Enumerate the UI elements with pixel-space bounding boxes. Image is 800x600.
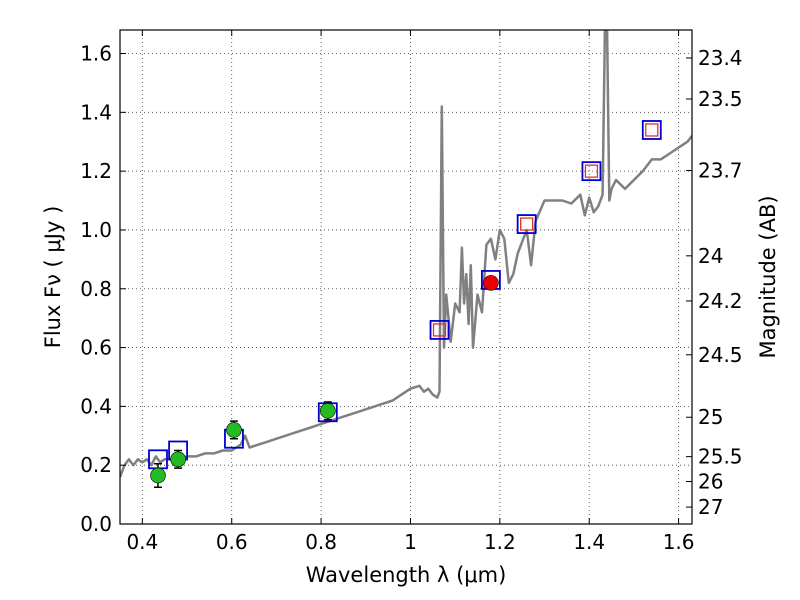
model-square-marker [581, 161, 602, 182]
observed-point [150, 467, 166, 484]
y-tick-label: 0.4 [80, 394, 112, 418]
y2-tick-label: 26 [698, 469, 723, 493]
y-tick-label: 1.0 [80, 218, 112, 242]
model-square-marker [641, 120, 662, 140]
y2-tick-label: 25 [698, 405, 723, 429]
model-square-marker [429, 320, 450, 340]
limit-square-marker [520, 217, 534, 231]
observed-point-red [483, 275, 499, 291]
x-tick-label: 0.8 [305, 530, 337, 554]
x-tick-label: 1.2 [484, 530, 516, 554]
observed-point [319, 402, 336, 419]
plot-frame [119, 29, 693, 525]
model-square-marker [516, 214, 537, 234]
y-tick-label: 1.4 [80, 100, 112, 124]
y2-tick-label: 24.5 [698, 343, 743, 367]
y-tick-label: 1.6 [80, 42, 112, 66]
x-tick-label: 1.4 [573, 530, 605, 554]
y2-axis-label: Magnitude (AB) [756, 195, 780, 358]
y-axis-label: Flux Fν ( μJy ) [41, 206, 65, 349]
limit-square-marker [432, 323, 447, 337]
observed-point [170, 451, 186, 468]
observed-point [226, 422, 242, 438]
y2-tick-label: 24.2 [698, 289, 743, 313]
x-axis-label: Wavelength λ (μm) [306, 563, 507, 587]
y-tick-label: 0.6 [80, 336, 112, 360]
y-tick-label: 0.8 [80, 277, 112, 301]
y2-tick-label: 23.7 [698, 158, 743, 182]
x-tick-label: 0.6 [216, 530, 248, 554]
ticks: 0.4 0.6 0.8 1 1.2 1.4 1.6 0.0 0.2 0.4 0.6 0.8 1.0 1.2… [80, 30, 743, 554]
y2-tick-label: 23.4 [698, 46, 743, 70]
y-tick-label: 0.2 [80, 453, 112, 477]
limit-square-marker [645, 123, 659, 137]
y2-tick-label: 25.5 [698, 445, 743, 469]
y-tick-label: 1.2 [80, 159, 112, 183]
x-tick-label: 1.6 [663, 530, 695, 554]
y2-tick-label: 24 [698, 244, 723, 268]
x-tick-label: 0.4 [126, 530, 158, 554]
y2-tick-label: 27 [698, 495, 723, 519]
y2-tick-label: 23.5 [698, 87, 743, 111]
y-tick-label: 0.0 [80, 512, 112, 536]
x-tick-label: 1 [404, 530, 417, 554]
marker-layer [148, 120, 662, 488]
limit-square-marker [584, 164, 599, 178]
